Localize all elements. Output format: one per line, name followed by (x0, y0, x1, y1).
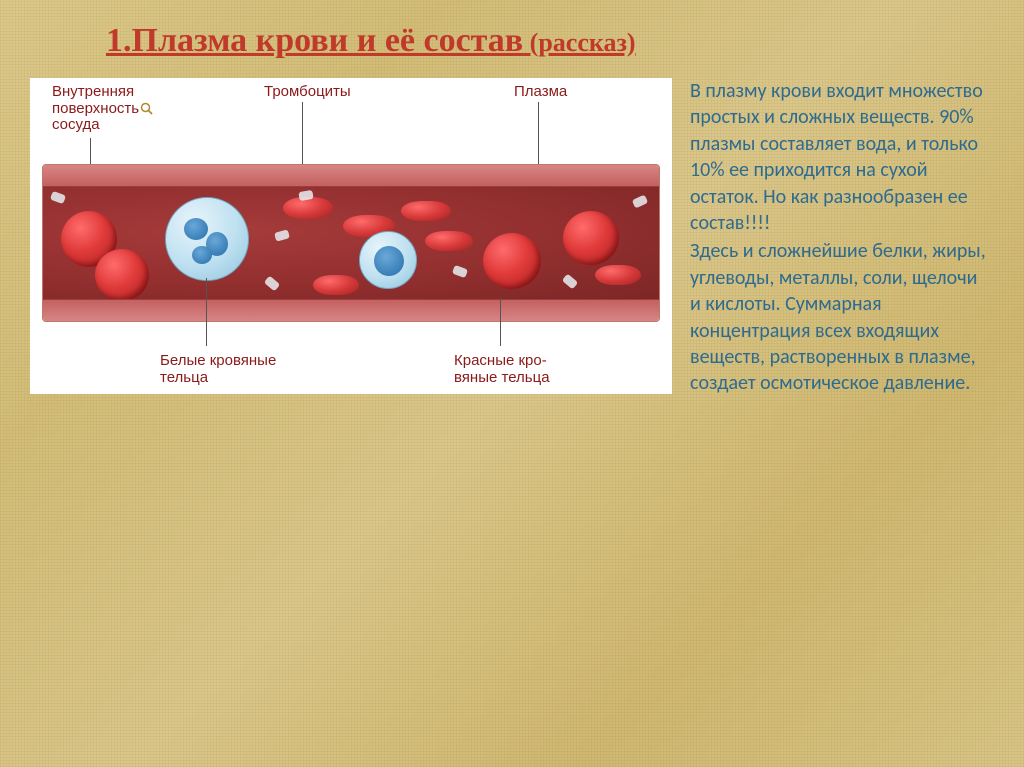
platelet (452, 265, 468, 278)
vessel-wall-top (43, 165, 659, 187)
platelet (632, 194, 648, 208)
vessel (42, 164, 660, 322)
leader-line (90, 138, 91, 166)
label-white-cells: Белые кровяные тельца (160, 353, 276, 386)
platelet (562, 274, 579, 290)
label-red-cells: Красные кро- вяные тельца (454, 353, 550, 386)
red-blood-cell (425, 231, 473, 251)
slide: 1.Плазма крови и её состав (рассказ) Вну… (0, 0, 1024, 767)
plasma-region (43, 187, 659, 299)
title-sub: (рассказ) (523, 28, 635, 57)
slide-title: 1.Плазма крови и её состав (рассказ) (106, 22, 994, 60)
title-main: 1.Плазма крови и её состав (106, 22, 523, 59)
red-blood-cell (283, 197, 333, 219)
red-blood-cell (483, 233, 541, 289)
blood-vessel-diagram: Внутренняя поверхность сосуда Тромбоциты… (30, 78, 672, 394)
vessel-wall-bottom (43, 299, 659, 321)
white-blood-cell (359, 231, 417, 289)
label-inner-wall: Внутренняя поверхность сосуда (52, 84, 139, 134)
red-blood-cell (313, 275, 359, 295)
wbc-nucleus (374, 246, 404, 276)
body-paragraph-2: Здесь и сложнейшие белки, жиры, углеводы… (690, 238, 990, 396)
main-row: Внутренняя поверхность сосуда Тромбоциты… (30, 78, 994, 399)
white-blood-cell (165, 197, 249, 281)
leader-line (500, 298, 501, 346)
platelet (264, 276, 281, 292)
platelet (50, 191, 66, 204)
red-blood-cell (595, 265, 641, 285)
leader-line (206, 278, 207, 346)
wbc-nucleus (184, 218, 208, 240)
body-paragraph-1: В плазму крови входит множество простых … (690, 78, 990, 236)
magnifier-icon (140, 102, 154, 116)
label-platelets: Тромбоциты (264, 84, 351, 101)
body-text: В плазму крови входит множество простых … (690, 78, 990, 399)
red-blood-cell (401, 201, 451, 221)
label-plasma: Плазма (514, 84, 567, 101)
wbc-nucleus (192, 246, 212, 264)
platelet (274, 229, 290, 241)
content-area: 1.Плазма крови и её состав (рассказ) Вну… (30, 22, 994, 399)
red-blood-cell (95, 249, 149, 301)
red-blood-cell (563, 211, 619, 265)
